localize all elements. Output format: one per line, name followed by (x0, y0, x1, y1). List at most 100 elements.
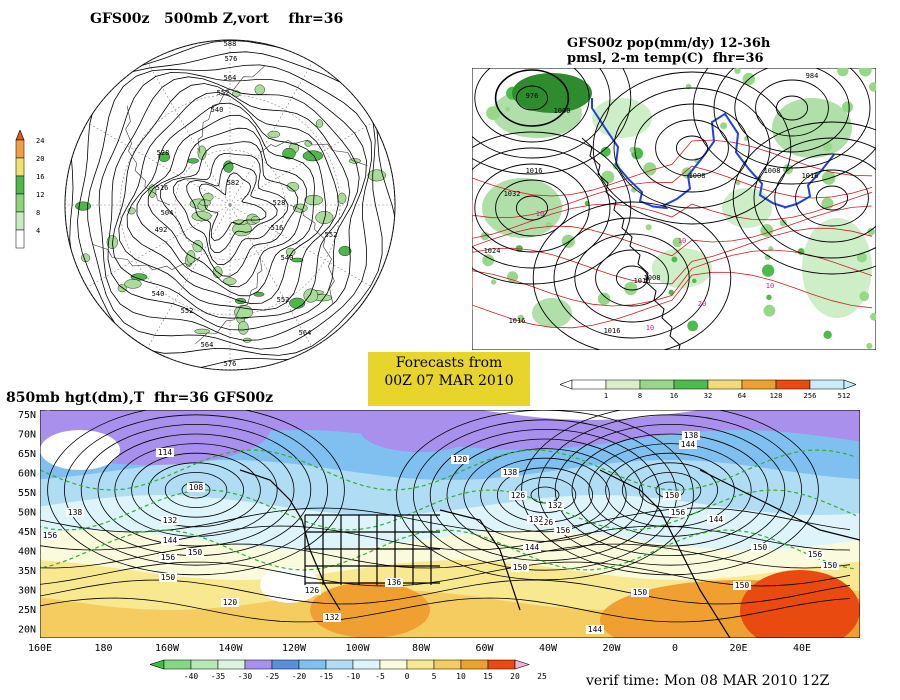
h850-label-bg (451, 455, 469, 464)
na-cbar-tick: 512 (838, 392, 851, 400)
h850-height-contour (622, 462, 719, 518)
polar-coastline (259, 139, 368, 166)
polar-contour-label: 576 (224, 360, 237, 368)
h850-height-contour (588, 443, 752, 537)
polar-vort-blob (75, 201, 92, 211)
polar-vort-blob (237, 321, 249, 335)
h850-lon-label: 120W (282, 643, 307, 654)
polar-contour-label: 528 (157, 149, 170, 157)
polar-contour-label: 564 (224, 74, 237, 82)
polar-vort-blob (192, 239, 204, 253)
na-precip-cell (859, 291, 870, 302)
na-precip-cell (600, 146, 611, 157)
polar-contour-label: 504 (161, 209, 174, 217)
h850-label-bg (159, 573, 177, 582)
na-precip-cell (486, 106, 500, 121)
polar-map: 588 576 564 552 540 528 516 504 492 540 552 564 576 5… (55, 30, 405, 384)
h850-lon-label: 160W (155, 643, 180, 654)
h850-cbar-tick: -5 (375, 672, 385, 681)
polar-cbar-swatch (15, 139, 25, 159)
h850-label-bg (501, 468, 519, 477)
polar-height-contour (198, 172, 267, 241)
h850-contour-label: 126 (305, 586, 320, 595)
h850-lon-axis: 160E 180 160W 140W 120W 100W 80W 60W 40W 20W 0 20E 4… (20, 638, 880, 660)
h850-label-bg (156, 448, 174, 457)
na-cbar-swatch (741, 379, 777, 390)
polar-contour-label: 564 (299, 329, 312, 337)
h850-label-bg (806, 550, 824, 559)
h850-height-contour (39, 507, 851, 533)
na-isobar-label: 1016 (526, 167, 543, 175)
h850-cbar-tick: 20 (510, 672, 520, 681)
h850-contour-label: 126 (511, 491, 526, 500)
h850-contour-label: 150 (753, 543, 768, 552)
h850-white-area (260, 567, 320, 603)
polar-contour-label: 516 (271, 224, 284, 232)
h850-lat-label: 25N (18, 605, 36, 616)
na-isobar-label: 1008 (644, 274, 661, 282)
na-temp-label: 10 (646, 324, 654, 332)
h850-contour-label: 150 (188, 548, 203, 557)
h850-warm-area (310, 582, 430, 638)
h850-lat-axis: 75N 70N 65N 60N 55N 50N 45N 40N 35N 30N 25N 20N (0, 404, 40, 644)
h850-cbar-swatch (352, 659, 381, 670)
na-precip-cell (761, 264, 775, 277)
h850-lon-label: 40E (793, 643, 811, 654)
na-precip-cell (779, 219, 787, 227)
polar-contour-label: 552 (277, 296, 290, 304)
h850-cbar-swatch (325, 659, 354, 670)
na-cbar-arrow-left (559, 379, 573, 390)
h850-cbar-tick: -40 (184, 672, 199, 681)
polar-cbar-tick: 12 (36, 191, 44, 199)
h850-label-bg (586, 625, 604, 634)
h850-height-contour (429, 429, 661, 561)
h850-lon-labels: 160E 180 160W 140W 120W 100W 80W 60W 40W 20W 0 20E 4… (28, 643, 811, 654)
h850-label-bg (663, 491, 681, 500)
na-precip-cell (629, 146, 636, 153)
na-precip-cell (631, 187, 637, 193)
h850-contour-label: 156 (556, 526, 571, 535)
polar-height-contour (111, 83, 351, 319)
polar-cbar-swatch (15, 157, 25, 177)
na-isobar-label: 1008 (764, 167, 781, 175)
na-pop-map: 1008101610241032101610081016101610081016… (432, 21, 900, 355)
na-cbar-tick: 32 (704, 392, 712, 400)
na-cbar-swatch (639, 379, 675, 390)
polar-cbar-arrow (15, 129, 25, 141)
h850-lon-label: 80W (412, 643, 431, 654)
h850-contour-label: 132 (529, 515, 544, 524)
na-isobar (595, 249, 669, 307)
na-isobar (553, 217, 711, 339)
h850-cbar-tick: 25 (537, 672, 547, 681)
na-cbar-tick: 1 (604, 392, 608, 400)
polar-cbar-tick: 8 (36, 209, 40, 217)
h850-coastline (239, 469, 341, 611)
h850-contour-label: 114 (158, 448, 173, 457)
h850-lon-label: 100W (345, 643, 370, 654)
na-cbar-tick: 64 (738, 392, 746, 400)
polar-vort-blob (124, 279, 142, 289)
polar-vort-blob (254, 84, 265, 95)
na-cbar-swatch (775, 379, 811, 390)
na-precip-cell (764, 254, 771, 261)
polar-height-contour (98, 71, 367, 341)
polar-vort-blob (130, 273, 148, 281)
h850-contour-label: 132 (163, 516, 178, 525)
polar-vort-blob (338, 246, 352, 256)
polar-cbar-tick: 20 (36, 155, 44, 163)
h850-label-bg (66, 508, 84, 517)
na-precip-area (802, 218, 872, 318)
polar-vort-blob (253, 291, 265, 297)
polar-vort-blob (282, 147, 296, 160)
polar-vort-blob (286, 182, 300, 192)
polar-contour-label: 516 (156, 184, 169, 192)
na-precip-cell (482, 254, 495, 267)
polar-vort-blob (289, 297, 306, 309)
na-isobar (515, 195, 549, 221)
h850-label-bg (669, 508, 687, 517)
na-precip-cell (668, 289, 674, 296)
h850-label-bg (303, 586, 321, 595)
polar-contour-label: 552 (217, 89, 230, 97)
h850-cbar-swatch (298, 659, 327, 670)
h850-height-contour (39, 597, 851, 623)
